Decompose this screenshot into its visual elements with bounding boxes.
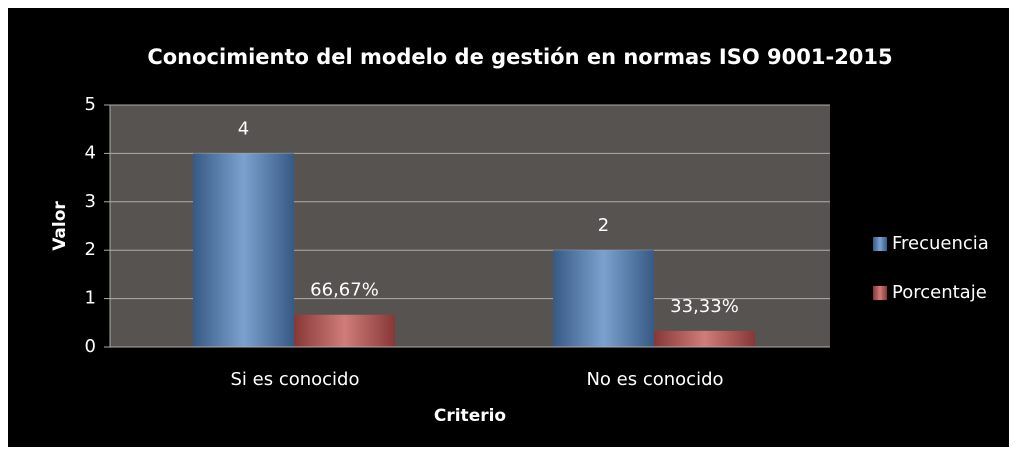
y-tick-label: 2 <box>85 239 96 260</box>
y-tick-label: 0 <box>85 336 96 357</box>
data-label: 4 <box>238 118 249 139</box>
data-label: 2 <box>598 215 609 236</box>
x-tick-label: No es conocido <box>586 369 723 390</box>
bar <box>654 330 755 347</box>
y-tick-label: 5 <box>85 94 96 115</box>
chart-title: Conocimiento del modelo de gestión en no… <box>147 45 892 69</box>
x-tick-label: Si es conocido <box>231 369 360 390</box>
y-tick-label: 1 <box>85 288 96 309</box>
bar <box>294 314 395 347</box>
y-tick-label: 4 <box>85 142 96 163</box>
bar <box>193 153 294 347</box>
data-label: 33,33% <box>670 296 739 317</box>
x-axis-label: Criterio <box>434 406 506 426</box>
bar <box>553 250 654 347</box>
data-label: 66,67% <box>310 280 379 301</box>
legend-swatch <box>873 237 887 251</box>
legend-swatch <box>873 286 887 300</box>
legend-label: Porcentaje <box>892 282 987 303</box>
legend-label: Frecuencia <box>892 233 989 254</box>
y-axis-label: Valor <box>50 201 70 251</box>
y-tick-label: 3 <box>85 191 96 212</box>
